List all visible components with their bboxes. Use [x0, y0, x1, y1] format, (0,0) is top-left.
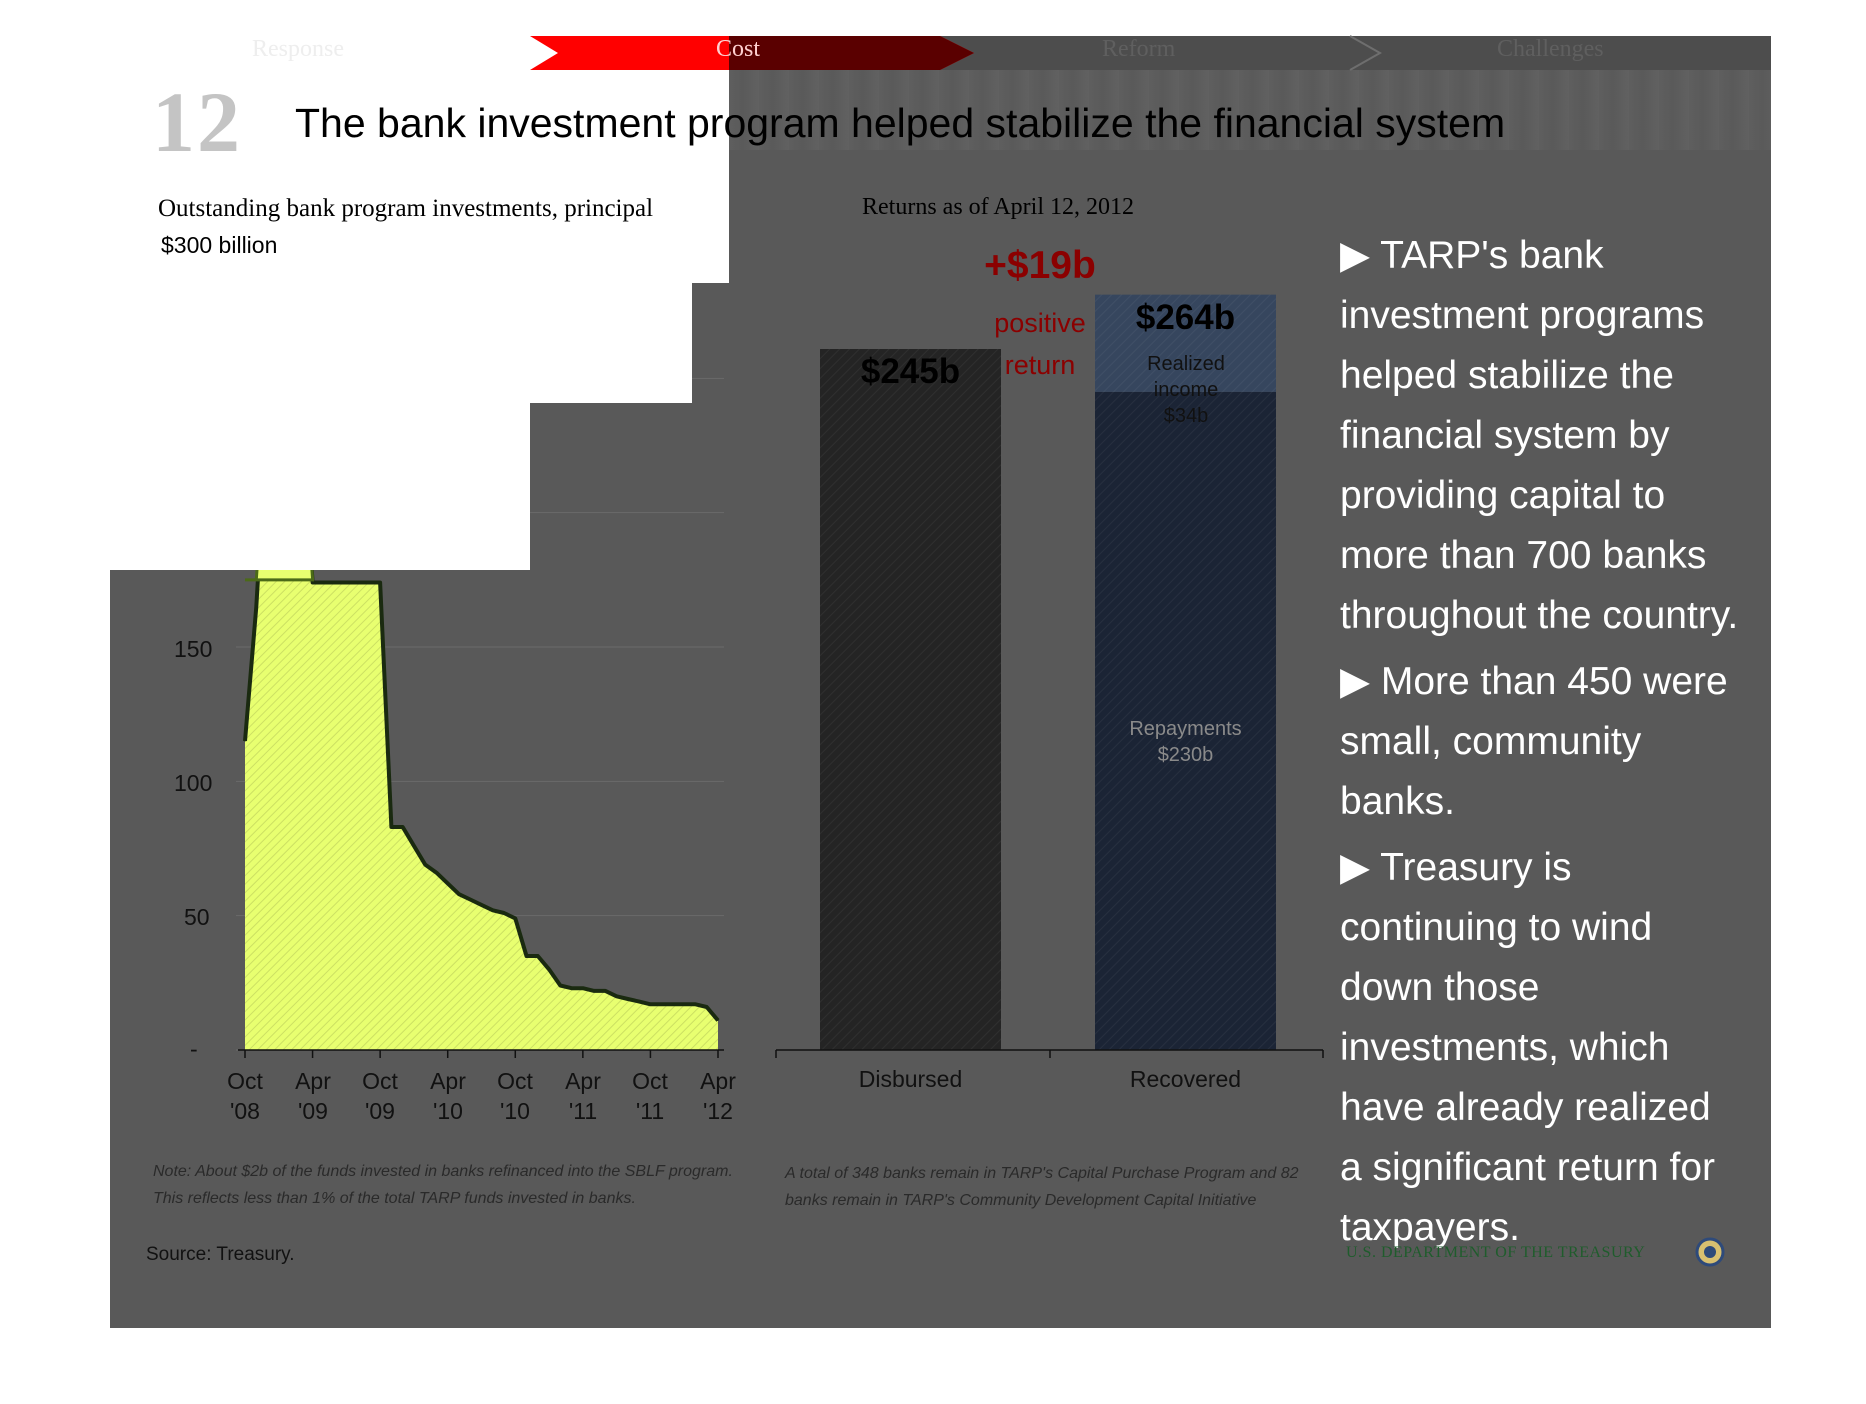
left-chart-title: Outstanding bank program investments, pr… — [158, 195, 654, 222]
y-tick-100: 100 — [174, 770, 213, 796]
bullet-text: TARP's bank investment programs helped s… — [1340, 234, 1739, 637]
data-point — [492, 909, 494, 911]
data-point — [525, 955, 528, 957]
data-point — [649, 1003, 652, 1005]
disbursed-total-label: $245b — [860, 352, 961, 391]
data-point — [672, 1003, 674, 1005]
x-tick-oct-09: Oct '09 — [362, 1068, 398, 1124]
nav-item-cost[interactable]: Cost — [716, 36, 761, 62]
y-tick-50: 50 — [184, 904, 210, 930]
bar-segment-income-hatch — [1095, 294, 1276, 392]
area-hatch — [245, 410, 718, 1051]
data-point — [368, 581, 370, 584]
data-point — [469, 898, 471, 901]
data-point — [559, 984, 561, 987]
white-overlay-block — [692, 250, 729, 282]
data-point — [458, 893, 460, 895]
x-tick-apr-10: Apr '10 — [430, 1068, 466, 1124]
data-point — [390, 826, 392, 828]
bullet-item: ▶ TARP's bank investment programs helped… — [1340, 226, 1740, 646]
nav-arrows — [530, 35, 1383, 71]
y-tick-0: - — [190, 1036, 198, 1062]
nav-item-challenges[interactable]: Challenges — [1497, 36, 1604, 62]
gain-label-positive: positive — [994, 308, 1086, 338]
category-recovered: Recovered — [1129, 1066, 1242, 1092]
bullet-item: ▶ Treasury is continuing to wind down th… — [1340, 838, 1740, 1258]
data-point — [717, 1019, 719, 1022]
play-icon: ▶ — [1340, 234, 1370, 277]
data-point — [683, 1003, 685, 1005]
x-tick-apr-09: Apr '09 — [295, 1068, 331, 1124]
data-point — [480, 904, 483, 906]
data-point — [638, 1001, 640, 1003]
data-point — [402, 826, 404, 828]
data-point — [424, 864, 426, 866]
white-overlay-block — [110, 283, 692, 403]
data-point — [582, 987, 584, 989]
repayments-value-label: $230b — [1157, 744, 1214, 766]
data-point — [357, 581, 359, 584]
data-point — [255, 606, 257, 608]
header-texture — [729, 70, 1771, 150]
data-point — [413, 845, 415, 847]
data-point — [627, 998, 629, 1000]
data-point — [514, 917, 516, 920]
nav-item-response[interactable]: Response — [252, 36, 344, 62]
nav-item-reform[interactable]: Reform — [1102, 36, 1176, 62]
data-point — [548, 968, 550, 971]
treasury-seal-icon — [1695, 1237, 1725, 1267]
income-segment-label: Realized income $34b — [1147, 353, 1225, 427]
x-tick-oct-11: Oct '11 — [632, 1068, 668, 1124]
play-icon: ▶ — [1340, 660, 1370, 703]
data-point — [616, 995, 618, 997]
data-point — [604, 990, 607, 992]
data-point — [345, 581, 347, 584]
x-tick-oct-10: Oct '10 — [497, 1068, 533, 1124]
page-title: The bank investment program helped stabi… — [295, 100, 1506, 146]
data-point — [334, 581, 336, 584]
data-point — [379, 581, 381, 584]
data-point — [706, 1006, 708, 1008]
data-point — [447, 882, 449, 885]
bar-hatch-recovered — [1095, 391, 1276, 1051]
y-tick-150: 150 — [174, 636, 213, 662]
bullet-text: More than 450 were small, community bank… — [1340, 660, 1728, 823]
x-tick-oct-08: Oct '08 — [227, 1068, 263, 1124]
right-chart-note: A total of 348 banks remain in TARP's Ca… — [785, 1165, 1299, 1209]
x-tick-apr-11: Apr '11 — [565, 1068, 601, 1124]
play-icon: ▶ — [1340, 846, 1370, 889]
data-point — [323, 581, 325, 584]
nav-arrow-active-shade — [729, 36, 974, 70]
gain-value: +$19b — [984, 244, 1096, 287]
repayments-label: Repayments — [1129, 718, 1242, 740]
gain-label-return: return — [1004, 350, 1076, 380]
data-point — [571, 987, 573, 989]
left-chart-note: Note: About $2b of the funds invested in… — [153, 1163, 733, 1207]
data-point — [503, 912, 505, 914]
bullet-item: ▶ More than 450 were small, community ba… — [1340, 652, 1740, 832]
white-overlay-block — [110, 400, 530, 570]
data-point — [312, 581, 314, 584]
recovered-total-label: $264b — [1135, 298, 1236, 337]
department-name: U.S. DEPARTMENT OF THE TREASURY — [1346, 1244, 1646, 1261]
data-point — [593, 990, 595, 992]
nav-arrow-divider — [1349, 35, 1383, 71]
data-point — [435, 872, 438, 874]
data-point — [694, 1003, 697, 1005]
source-text: Source: Treasury. — [146, 1244, 295, 1265]
bullet-list: ▶ TARP's bank investment programs helped… — [1340, 226, 1740, 1264]
category-disbursed: Disbursed — [858, 1066, 963, 1092]
data-point — [661, 1003, 663, 1005]
left-chart-unit-label: $300 billion — [161, 232, 278, 258]
right-chart-title: Returns as of April 12, 2012 — [862, 194, 1134, 220]
data-point — [537, 955, 539, 957]
x-tick-apr-12: Apr '12 — [700, 1068, 736, 1124]
bar-hatch-disbursed — [820, 349, 1001, 1050]
bullet-text: Treasury is continuing to wind down thos… — [1340, 846, 1716, 1249]
data-point — [244, 740, 246, 742]
slide-number: 12 — [152, 74, 242, 170]
